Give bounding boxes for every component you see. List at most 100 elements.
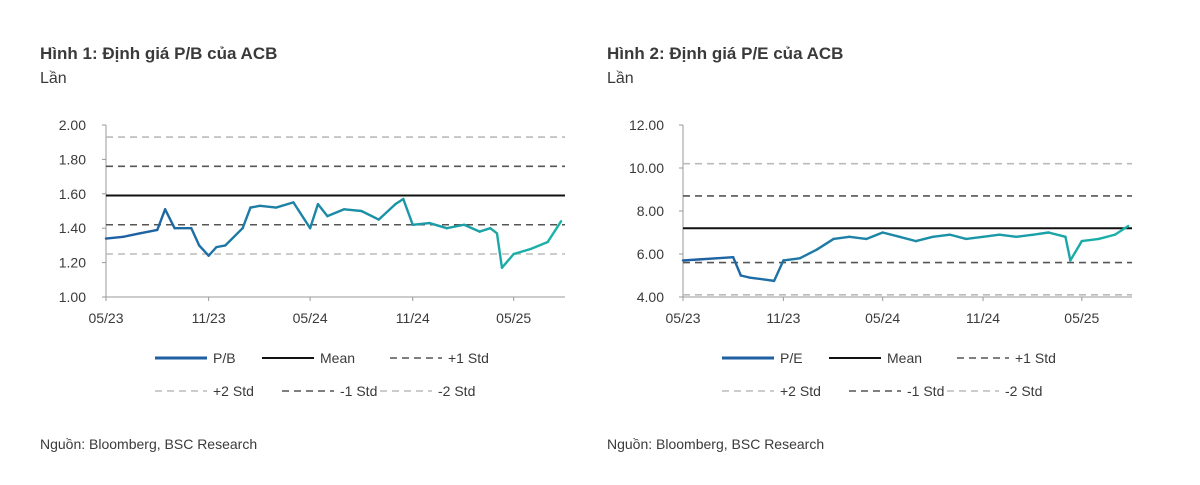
legend-label: +1 Std xyxy=(448,350,489,366)
data-point xyxy=(773,279,776,282)
series-segment xyxy=(1080,237,1100,243)
series-segment xyxy=(832,235,851,241)
series-segment xyxy=(411,221,431,226)
x-tick-label: 05/24 xyxy=(293,310,328,326)
legend-label: P/B xyxy=(213,350,236,366)
data-point xyxy=(765,278,768,281)
chart-title: Hình 1: Định giá P/B của ACB xyxy=(40,44,278,63)
series-segment xyxy=(1069,239,1084,262)
data-point xyxy=(463,223,465,226)
legend-label: Mean xyxy=(320,350,355,366)
x-tick-label: 05/24 xyxy=(865,310,900,326)
series-segment xyxy=(529,240,549,251)
data-point xyxy=(815,248,818,251)
series-segment xyxy=(914,235,935,243)
data-point xyxy=(309,227,312,230)
data-point xyxy=(249,206,252,209)
data-point xyxy=(715,257,718,260)
series-segment xyxy=(1097,233,1117,241)
series-segment xyxy=(316,202,329,218)
series-segment xyxy=(342,208,363,213)
data-point xyxy=(275,206,278,209)
data-point xyxy=(1069,259,1072,262)
y-tick-label: 4.00 xyxy=(637,289,664,305)
data-point xyxy=(207,254,210,257)
data-point xyxy=(1015,235,1018,238)
series-segment xyxy=(881,231,901,239)
data-point xyxy=(931,235,934,238)
data-point xyxy=(501,266,503,269)
series-segment xyxy=(156,208,167,232)
legend-label: -2 Std xyxy=(1005,383,1042,399)
data-point xyxy=(1080,240,1083,243)
data-point xyxy=(699,258,701,261)
series-segment xyxy=(163,208,176,230)
data-point xyxy=(948,233,951,236)
series-segment xyxy=(445,223,466,230)
data-point xyxy=(164,208,167,211)
series-segment xyxy=(249,204,262,209)
series-segment xyxy=(546,220,563,244)
chart-panel-pb: Hình 1: Định giá P/B của ACB Lần 2.00 1.8… xyxy=(0,0,590,485)
legend-label: -1 Std xyxy=(907,383,944,399)
series-segment xyxy=(207,245,218,257)
data-point xyxy=(215,246,218,249)
series-segment xyxy=(865,231,884,241)
x-tick-label: 11/24 xyxy=(396,310,430,326)
series-segment xyxy=(998,233,1018,239)
series-segment xyxy=(748,276,768,281)
source-note: Nguồn: Bloomberg, BSC Research xyxy=(607,436,825,452)
data-point xyxy=(326,215,329,218)
data-point xyxy=(915,240,917,243)
chart-title: Hình 2: Định giá P/E của ACB xyxy=(607,44,844,63)
y-tick-label: 12.00 xyxy=(629,117,664,133)
data-point xyxy=(122,235,125,238)
data-point xyxy=(360,210,363,212)
series-segment xyxy=(462,223,481,233)
series-segment xyxy=(1047,231,1067,239)
data-point xyxy=(881,231,884,234)
series-segment xyxy=(798,248,818,260)
data-point xyxy=(982,235,984,238)
y-tick-label: 1.60 xyxy=(59,186,86,202)
series-segment xyxy=(138,228,159,235)
x-tick-label: 05/25 xyxy=(496,310,531,326)
series-segment xyxy=(428,221,448,230)
data-point xyxy=(343,208,346,211)
y-tick-label: 8.00 xyxy=(637,203,664,219)
series-segment xyxy=(495,232,504,269)
series-segment xyxy=(931,233,951,239)
series-segment xyxy=(731,256,743,277)
data-point xyxy=(1127,225,1130,227)
series-segment xyxy=(360,209,380,221)
data-point xyxy=(496,232,498,235)
series-segment xyxy=(681,258,702,262)
x-tick-label: 05/23 xyxy=(665,310,700,326)
data-point xyxy=(105,237,107,240)
data-point xyxy=(965,238,968,240)
data-point xyxy=(798,257,801,260)
data-point xyxy=(546,241,549,243)
data-point xyxy=(1064,235,1067,238)
series-segment xyxy=(772,259,785,283)
y-tick-label: 1.20 xyxy=(59,255,86,271)
series-segment xyxy=(197,244,210,257)
series-segment xyxy=(765,278,776,283)
data-point xyxy=(173,227,176,230)
series-segment xyxy=(377,202,397,221)
data-point xyxy=(259,204,261,207)
series-segment xyxy=(215,244,227,249)
data-point xyxy=(198,244,201,247)
series-segment xyxy=(190,226,201,247)
series-segment xyxy=(104,235,125,240)
data-point xyxy=(156,229,159,231)
y-unit-label: Lần xyxy=(607,70,634,87)
data-point xyxy=(1097,238,1100,240)
data-point xyxy=(190,227,193,230)
series-segment xyxy=(402,197,414,226)
data-point xyxy=(898,235,901,238)
series-segment xyxy=(698,257,718,261)
x-tick-label: 05/25 xyxy=(1064,310,1099,326)
